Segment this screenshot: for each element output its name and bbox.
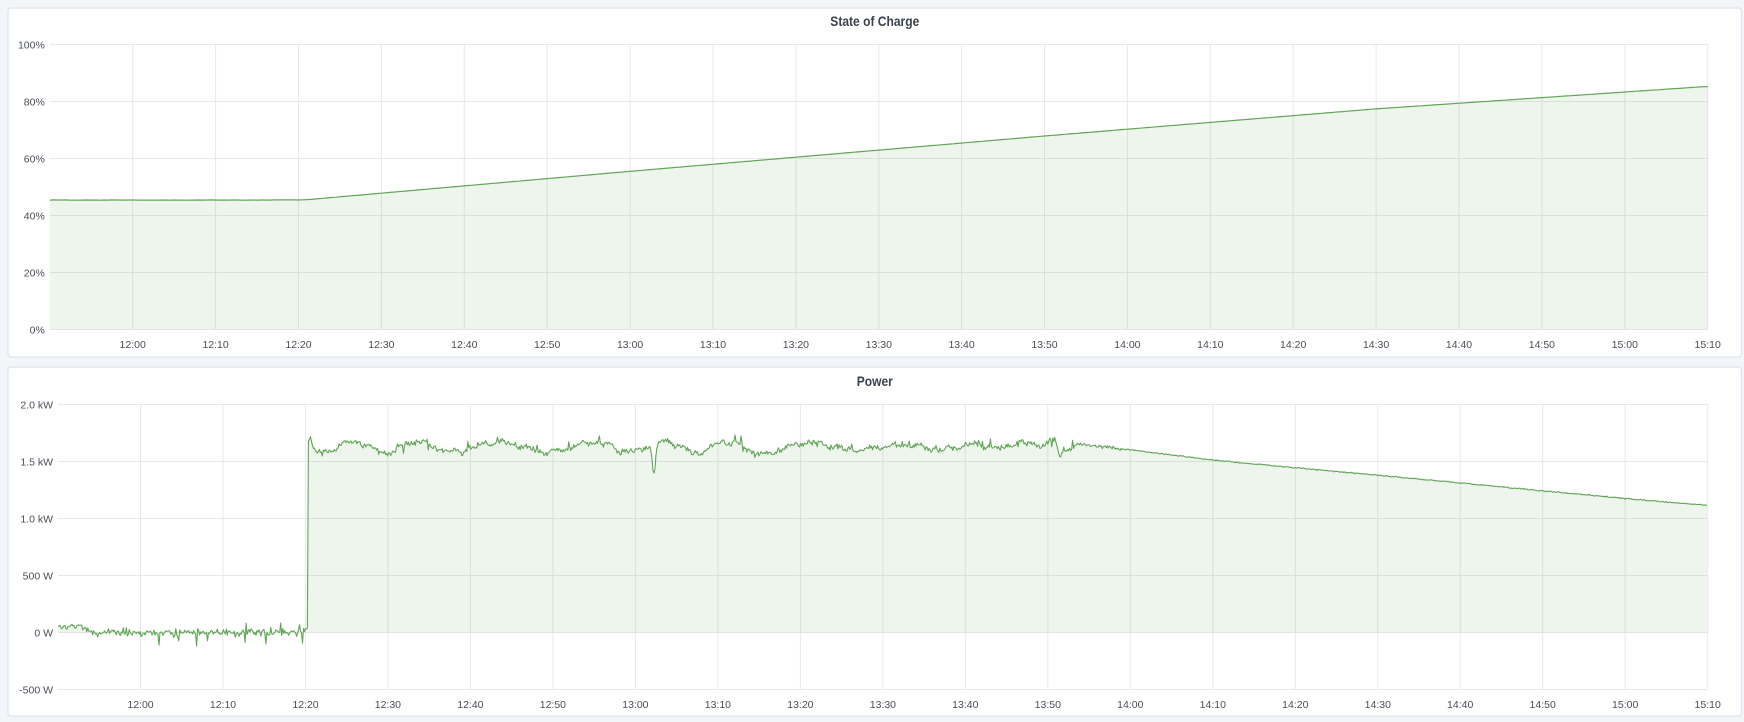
svg-text:12:30: 12:30: [375, 699, 401, 711]
svg-text:14:00: 14:00: [1114, 339, 1140, 351]
svg-text:12:40: 12:40: [451, 339, 477, 351]
svg-text:14:50: 14:50: [1529, 339, 1555, 351]
svg-text:12:50: 12:50: [534, 339, 560, 351]
svg-text:13:00: 13:00: [622, 699, 648, 711]
svg-text:14:20: 14:20: [1280, 339, 1306, 351]
svg-text:12:50: 12:50: [540, 699, 566, 711]
svg-text:12:00: 12:00: [120, 339, 146, 351]
svg-text:12:40: 12:40: [457, 699, 483, 711]
svg-text:13:20: 13:20: [787, 699, 813, 711]
svg-text:14:30: 14:30: [1365, 699, 1391, 711]
svg-text:13:10: 13:10: [700, 339, 726, 351]
svg-text:13:50: 13:50: [1031, 339, 1057, 351]
svg-text:12:10: 12:10: [202, 339, 228, 351]
svg-text:14:00: 14:00: [1117, 699, 1143, 711]
svg-text:0 W: 0 W: [34, 628, 53, 640]
svg-text:14:10: 14:10: [1200, 699, 1226, 711]
svg-text:80%: 80%: [24, 97, 45, 109]
svg-text:2.0 kW: 2.0 kW: [20, 400, 53, 412]
svg-text:Power: Power: [857, 374, 894, 389]
svg-text:13:40: 13:40: [948, 339, 974, 351]
svg-text:40%: 40%: [24, 211, 45, 223]
svg-text:100%: 100%: [18, 40, 45, 52]
svg-text:500 W: 500 W: [23, 571, 53, 583]
svg-text:14:20: 14:20: [1282, 699, 1308, 711]
svg-text:15:10: 15:10: [1695, 699, 1721, 711]
svg-text:13:30: 13:30: [870, 699, 896, 711]
svg-text:12:20: 12:20: [285, 339, 311, 351]
svg-text:State of Charge: State of Charge: [830, 14, 919, 29]
svg-text:60%: 60%: [24, 154, 45, 166]
svg-text:14:50: 14:50: [1530, 699, 1556, 711]
svg-text:15:00: 15:00: [1612, 339, 1638, 351]
svg-text:14:10: 14:10: [1197, 339, 1223, 351]
svg-text:14:30: 14:30: [1363, 339, 1389, 351]
svg-text:15:10: 15:10: [1695, 339, 1721, 351]
svg-text:12:20: 12:20: [292, 699, 318, 711]
svg-text:0%: 0%: [30, 325, 45, 337]
svg-text:13:10: 13:10: [705, 699, 731, 711]
svg-text:13:30: 13:30: [866, 339, 892, 351]
svg-text:1.5 kW: 1.5 kW: [20, 457, 53, 469]
svg-text:14:40: 14:40: [1446, 339, 1472, 351]
svg-text:-500 W: -500 W: [19, 685, 53, 697]
svg-text:13:20: 13:20: [783, 339, 809, 351]
svg-text:13:00: 13:00: [617, 339, 643, 351]
svg-text:14:40: 14:40: [1447, 699, 1473, 711]
svg-text:20%: 20%: [24, 268, 45, 280]
svg-text:12:10: 12:10: [210, 699, 236, 711]
svg-text:12:30: 12:30: [368, 339, 394, 351]
svg-text:15:00: 15:00: [1612, 699, 1638, 711]
svg-text:13:50: 13:50: [1035, 699, 1061, 711]
svg-text:12:00: 12:00: [127, 699, 153, 711]
svg-text:1.0 kW: 1.0 kW: [20, 514, 53, 526]
svg-text:13:40: 13:40: [952, 699, 978, 711]
